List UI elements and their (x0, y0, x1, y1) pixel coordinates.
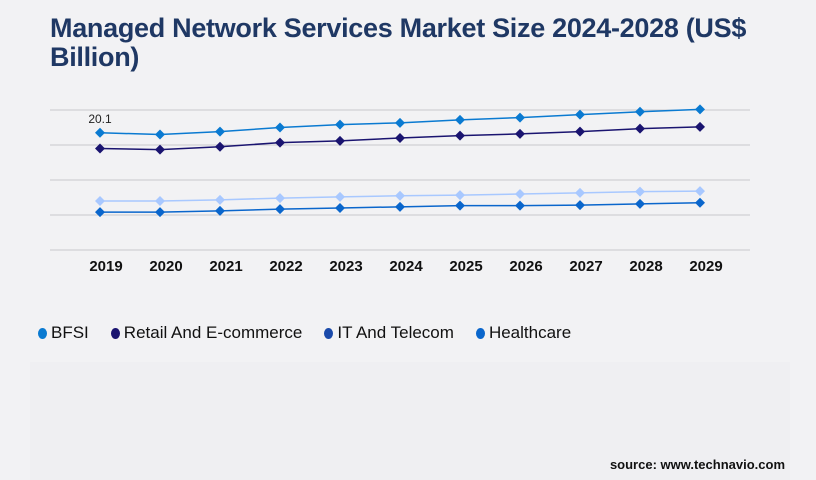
data-point (515, 200, 525, 211)
data-point (155, 129, 165, 140)
data-point (215, 194, 225, 205)
legend-label: BFSI (51, 323, 89, 342)
data-point (155, 207, 165, 218)
legend-item: BFSI (38, 323, 89, 343)
data-point (635, 123, 645, 134)
data-point (695, 186, 705, 197)
data-point (275, 122, 285, 133)
x-tick-label: 2025 (449, 258, 482, 275)
legend-item: Retail And E-commerce (110, 323, 303, 343)
data-point (695, 197, 705, 208)
data-point (215, 126, 225, 137)
data-point (575, 200, 585, 211)
x-tick-label: 2021 (209, 258, 242, 275)
data-point (275, 137, 285, 148)
legend-marker-icon (38, 327, 47, 339)
legend: BFSI Retail And E-commerce IT And Telecom H… (38, 323, 571, 343)
data-point (455, 114, 465, 125)
data-point (95, 143, 105, 154)
data-point (695, 121, 705, 132)
legend-marker-icon (110, 327, 120, 339)
data-point (695, 104, 705, 115)
data-point (335, 135, 345, 146)
data-point (635, 198, 645, 209)
data-point (215, 205, 225, 216)
legend-item: IT And Telecom (324, 323, 454, 343)
x-tick-label: 2028 (629, 258, 662, 275)
legend-label: IT And Telecom (337, 323, 454, 342)
data-point (95, 127, 105, 138)
x-tick-label: 2019 (89, 258, 122, 275)
data-point (455, 130, 465, 141)
data-point (335, 119, 345, 130)
data-point (515, 112, 525, 123)
data-point (275, 193, 285, 204)
data-point (395, 201, 405, 212)
data-point (395, 117, 405, 128)
background-panel (30, 362, 790, 480)
x-tick-label: 2026 (509, 258, 542, 275)
x-tick-label: 2023 (329, 258, 362, 275)
x-tick-label: 2029 (689, 258, 722, 275)
legend-marker-icon (475, 327, 485, 339)
chart-title: Managed Network Services Market Size 202… (50, 13, 747, 72)
source-text: source: www.technavio.com (609, 457, 785, 472)
data-point (155, 144, 165, 155)
data-point (575, 109, 585, 120)
data-point (395, 133, 405, 143)
data-point (155, 196, 165, 206)
data-point (335, 203, 345, 213)
data-point (95, 207, 105, 218)
x-tick-label: 2024 (389, 258, 423, 275)
data-label: 20.1 (88, 112, 112, 126)
legend-marker-icon (324, 327, 334, 339)
data-point (635, 186, 645, 197)
data-point (515, 189, 525, 199)
legend-label: Retail And E-commerce (123, 323, 303, 342)
data-point (95, 196, 105, 206)
legend-label: Healthcare (488, 323, 572, 342)
data-point (515, 128, 525, 139)
data-point (635, 106, 645, 117)
legend-item: Healthcare (475, 323, 572, 343)
data-point (455, 200, 465, 211)
x-tick-label: 2027 (569, 258, 602, 275)
x-tick-label: 2022 (269, 258, 302, 275)
data-point (275, 204, 285, 215)
data-point (575, 187, 585, 198)
data-point (455, 190, 465, 201)
x-tick-label: 2020 (149, 258, 182, 275)
line-chart: 2019 2020 2021 2022 2023 2024 2025 2026 2027 2028… (50, 104, 750, 275)
data-point (395, 190, 405, 201)
data-point (215, 141, 225, 152)
data-point (575, 126, 585, 137)
data-point (335, 191, 345, 202)
